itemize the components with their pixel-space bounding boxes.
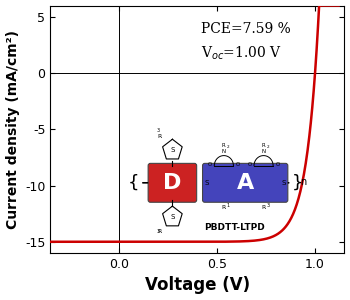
Y-axis label: Current density (mA/cm²): Current density (mA/cm²) xyxy=(6,30,20,229)
X-axis label: Voltage (V): Voltage (V) xyxy=(145,276,250,294)
Text: V$_{oc}$=1.00 V: V$_{oc}$=1.00 V xyxy=(201,45,282,62)
Text: PCE=7.59 %: PCE=7.59 % xyxy=(201,22,291,36)
